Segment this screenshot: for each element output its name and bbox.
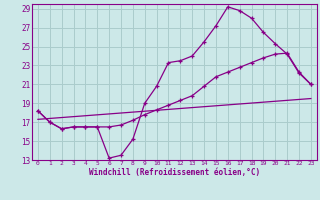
X-axis label: Windchill (Refroidissement éolien,°C): Windchill (Refroidissement éolien,°C) [89, 168, 260, 177]
